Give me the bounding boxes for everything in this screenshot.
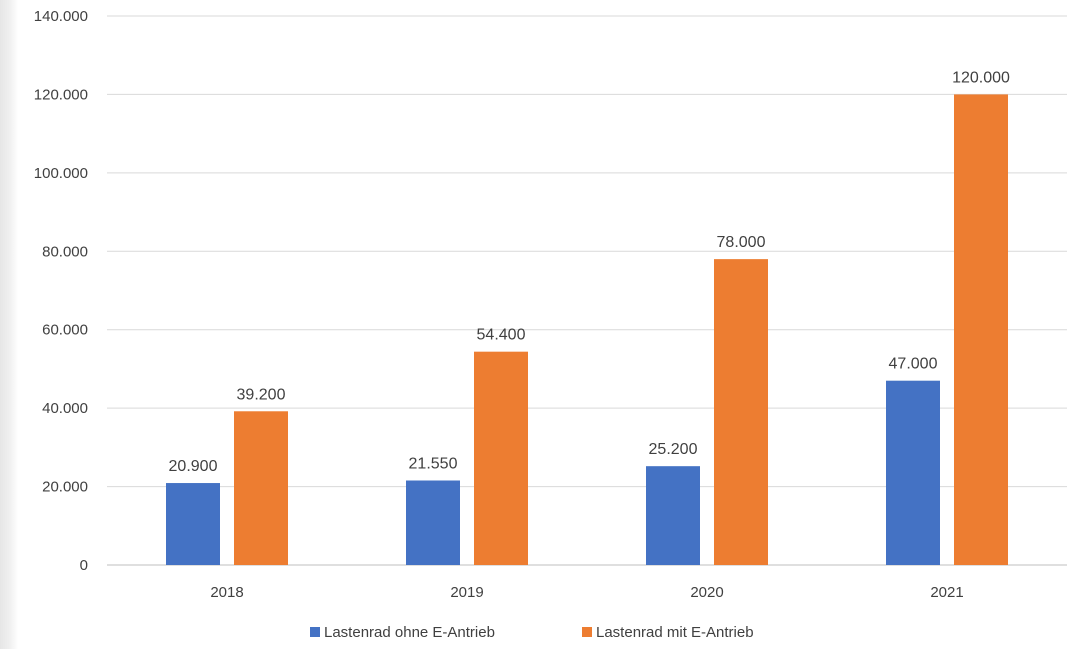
x-tick-label: 2020 (690, 584, 723, 601)
bar-ohne-e-antrieb-2018 (166, 483, 220, 565)
y-axis: 0 20.000 40.000 60.000 80.000 100.000 120.000 1… (34, 8, 88, 574)
legend-label: Lastenrad mit E-Antrieb (596, 624, 754, 641)
x-tick-label: 2019 (450, 584, 483, 601)
data-labels: 20.900 39.200 21.550 54.400 25.200 78.000 47.0… (169, 69, 1010, 475)
legend-swatch (582, 627, 592, 637)
data-label: 120.000 (952, 69, 1010, 86)
legend: Lastenrad ohne E-Antrieb Lastenrad mit E-… (310, 624, 754, 641)
bar-ohne-e-antrieb-2021 (886, 380, 940, 565)
data-label: 25.200 (649, 441, 698, 458)
x-tick-label: 2021 (930, 584, 963, 601)
legend-label: Lastenrad ohne E-Antrieb (324, 624, 495, 641)
data-label: 21.550 (409, 455, 458, 472)
y-tick-label: 120.000 (34, 86, 88, 103)
y-tick-label: 0 (80, 557, 88, 574)
bars (166, 94, 1008, 565)
data-label: 78.000 (717, 234, 766, 251)
legend-swatch (310, 627, 320, 637)
y-tick-label: 40.000 (42, 400, 88, 417)
bar-mit-e-antrieb-2020 (714, 259, 768, 565)
x-tick-label: 2018 (210, 584, 243, 601)
bar-ohne-e-antrieb-2020 (646, 466, 700, 565)
data-label: 20.900 (169, 458, 218, 475)
bar-ohne-e-antrieb-2019 (406, 480, 460, 565)
x-axis: 2018 2019 2020 2021 (210, 584, 963, 601)
y-tick-label: 60.000 (42, 322, 88, 339)
bar-mit-e-antrieb-2021 (954, 94, 1008, 565)
y-tick-label: 140.000 (34, 8, 88, 25)
data-label: 47.000 (889, 356, 938, 373)
bar-mit-e-antrieb-2019 (474, 351, 528, 565)
y-tick-label: 100.000 (34, 165, 88, 182)
data-label: 39.200 (237, 386, 286, 403)
y-tick-label: 20.000 (42, 479, 88, 496)
y-tick-label: 80.000 (42, 243, 88, 260)
data-label: 54.400 (477, 327, 526, 344)
bar-mit-e-antrieb-2018 (234, 411, 288, 565)
page-edge-shadow (0, 0, 18, 649)
